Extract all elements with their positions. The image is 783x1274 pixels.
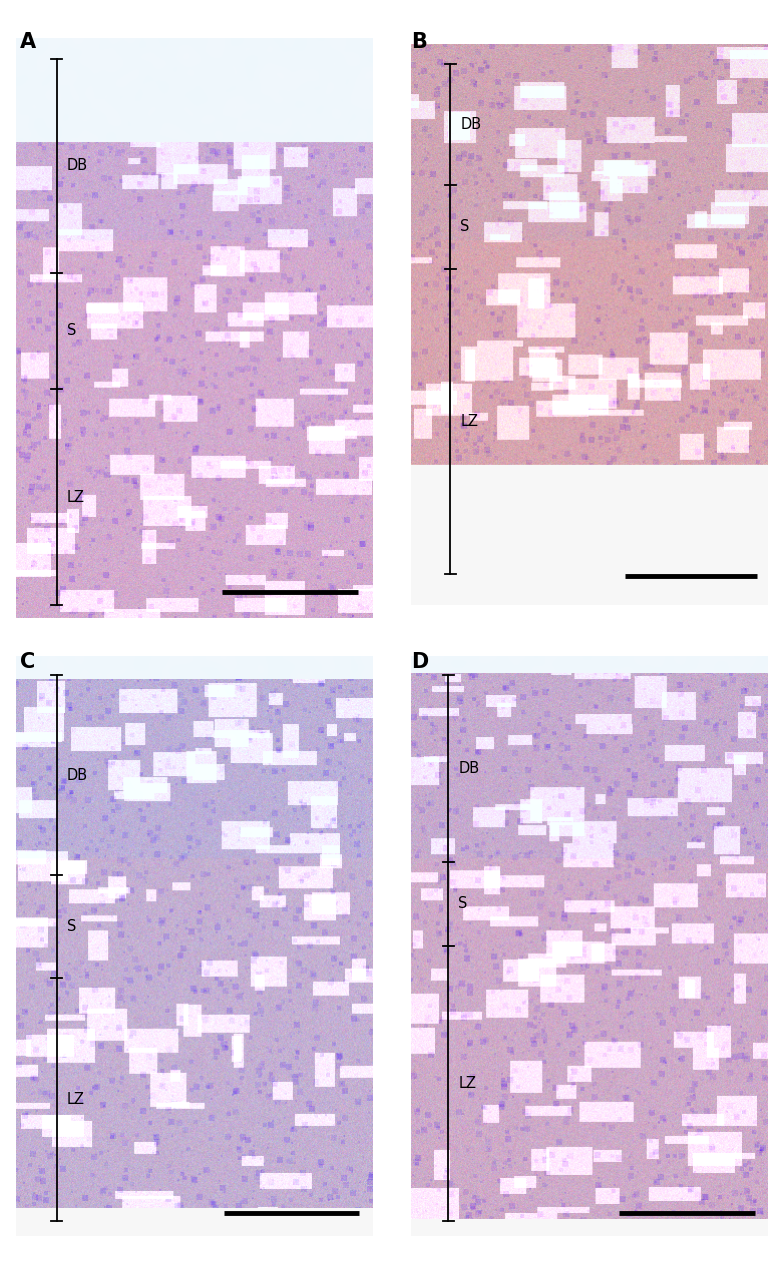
Text: A: A bbox=[20, 32, 36, 52]
Text: LZ: LZ bbox=[460, 414, 478, 429]
Text: S: S bbox=[67, 919, 76, 934]
Text: S: S bbox=[67, 324, 76, 339]
Text: D: D bbox=[411, 652, 428, 673]
Text: S: S bbox=[459, 897, 467, 911]
Text: LZ: LZ bbox=[67, 489, 85, 505]
Text: DB: DB bbox=[67, 158, 88, 173]
Text: LZ: LZ bbox=[459, 1077, 477, 1091]
Text: S: S bbox=[460, 219, 470, 234]
Text: C: C bbox=[20, 652, 34, 673]
Text: LZ: LZ bbox=[67, 1092, 85, 1107]
Text: B: B bbox=[411, 32, 427, 52]
Text: DB: DB bbox=[460, 117, 482, 132]
Text: DB: DB bbox=[459, 761, 479, 776]
Text: DB: DB bbox=[67, 768, 88, 782]
